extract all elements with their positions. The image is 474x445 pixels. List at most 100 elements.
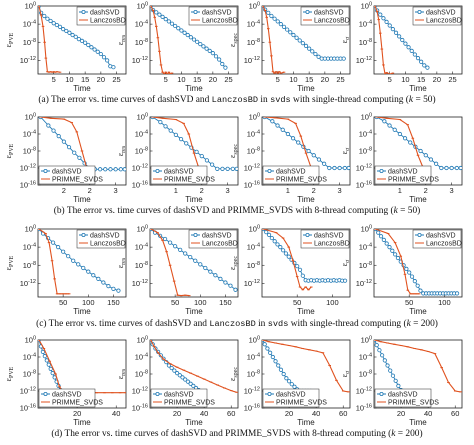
x-tick-label: 20 [209, 75, 217, 84]
x-tick-label: 20 [433, 75, 441, 84]
y-tick-label: 10-4 [247, 353, 260, 362]
x-tick-label: 5 [276, 75, 280, 84]
data-point [393, 252, 398, 257]
y-axis-label: εσ [340, 147, 351, 154]
x-axis-label: Time [185, 195, 203, 204]
data-point [409, 48, 414, 53]
x-tick-label: 25 [336, 75, 344, 84]
y-tick-label: 100 [249, 225, 260, 234]
y-tick-label: 10-8 [247, 38, 260, 47]
caption-text: with single-thread computing ( [290, 95, 409, 105]
data-point [342, 165, 347, 171]
x-tick-label: 150 [107, 298, 120, 307]
y-tick-label: 10-8 [23, 261, 36, 270]
caption-k: k [393, 206, 398, 216]
legend-label: PRIMME_SVDS [52, 177, 103, 184]
series-line [374, 6, 394, 74]
data-point [76, 262, 81, 267]
data-point [183, 251, 188, 256]
data-point [72, 150, 77, 155]
data-point [86, 42, 91, 48]
x-tick-label: 1 [286, 186, 290, 195]
caption-text: with single-thread computing ( [288, 319, 407, 329]
data-point [337, 165, 342, 171]
data-point [198, 262, 203, 267]
data-point [393, 378, 398, 383]
data-point [183, 377, 188, 382]
data-point [83, 40, 88, 45]
data-point [66, 145, 72, 150]
x-axis-label: Time [409, 195, 427, 204]
data-point [220, 166, 225, 171]
data-point [56, 134, 61, 139]
data-point [61, 27, 66, 32]
y-tick-label: 10-8 [247, 261, 260, 270]
data-point [403, 41, 408, 46]
data-point [273, 359, 278, 364]
y-tick-label: 100 [361, 336, 372, 345]
series-other [262, 229, 313, 291]
y-tick-label: 10-4 [23, 353, 36, 362]
data-point [42, 13, 47, 19]
subplot-d4: 20 40 60 100 10-4 10-8 10-12 10-16 Time εσ dashSVD… [340, 336, 463, 427]
x-tick-label: 10 [289, 75, 297, 84]
y-tick-label: 10-16 [356, 181, 372, 190]
data-point [122, 167, 126, 172]
data-point [454, 165, 459, 171]
legend-box [262, 165, 320, 185]
caption-text: = 200) [395, 429, 423, 439]
series-other [262, 340, 350, 393]
x-axis-label: Time [73, 307, 91, 316]
y-tick-label: 10-12 [132, 164, 148, 173]
data-point [286, 379, 292, 384]
series-line [38, 229, 70, 295]
y-tick-label: 10-12 [132, 387, 148, 396]
data-point [179, 28, 184, 33]
data-point [103, 167, 108, 172]
x-axis-label: Time [185, 418, 203, 427]
x-tick-label: 40 [312, 409, 320, 418]
x-tick-label: 20 [321, 75, 329, 84]
y-tick-label: 10-8 [23, 370, 36, 379]
y-tick-label: 10-8 [359, 261, 372, 270]
data-point [188, 381, 193, 386]
data-point [185, 32, 190, 38]
data-point [428, 157, 434, 162]
y-tick-label: 10-8 [135, 370, 148, 379]
legend-marker [417, 232, 422, 237]
series-line [40, 117, 125, 170]
data-point [408, 140, 413, 145]
data-point [70, 32, 75, 38]
y-tick-label: 10-8 [135, 261, 148, 270]
x-axis-label: Time [297, 195, 315, 204]
y-tick-label: 10-12 [244, 56, 260, 65]
legend-label: dashSVD [90, 10, 120, 17]
legend-label: PRIMME_SVDS [164, 177, 215, 184]
data-point [51, 21, 56, 26]
x-tick-label: 2 [62, 186, 66, 195]
x-tick-label: 25 [112, 75, 120, 84]
y-axis-label: εres [116, 257, 127, 268]
caption-code: svds [270, 95, 291, 105]
y-tick-label: 10-4 [135, 353, 148, 362]
subplot-b1: 2 2 3 100 10-4 10-8 10-12 10-16 Time εPVE dashSVDP… [4, 113, 127, 204]
series-line [264, 117, 312, 169]
data-point [402, 136, 408, 141]
data-point [387, 123, 392, 128]
data-point [95, 49, 100, 54]
y-tick-label: 10-8 [247, 147, 260, 156]
data-point [178, 137, 184, 142]
data-point [387, 245, 392, 250]
subplot-a3: 5 10 15 20 25 100 10-4 10-8 10-12 Time εspec dashSV… [228, 2, 351, 93]
y-axis-label: εspec [228, 256, 239, 270]
data-point [234, 166, 238, 171]
data-point [388, 368, 393, 373]
data-point [180, 375, 185, 380]
data-point [418, 148, 423, 154]
